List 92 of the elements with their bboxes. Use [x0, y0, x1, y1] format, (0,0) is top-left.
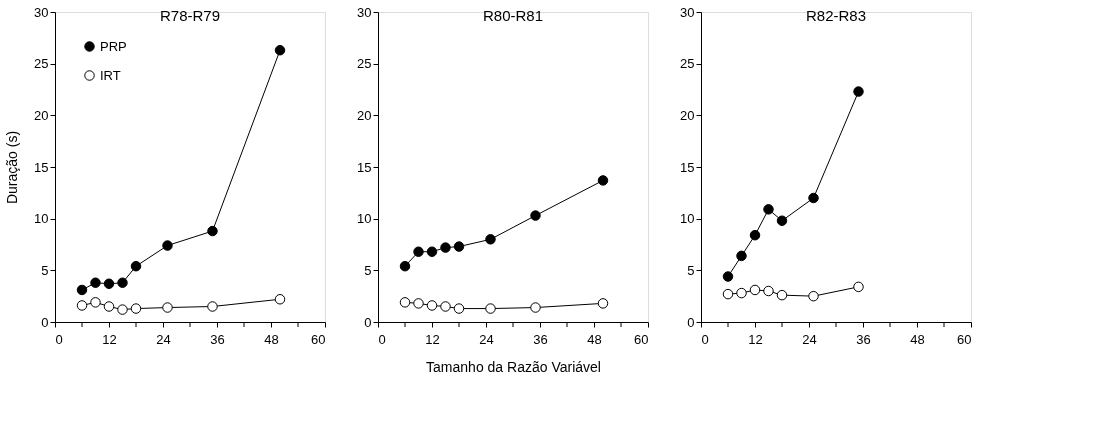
point — [274, 294, 286, 305]
point — [162, 302, 173, 313]
point — [736, 250, 747, 262]
point — [103, 278, 115, 289]
x-tick-label: 48 — [910, 331, 925, 347]
point — [90, 297, 101, 308]
point — [76, 300, 88, 311]
y-tick-label: 20 — [680, 107, 695, 123]
y-tick-label: 5 — [41, 262, 49, 278]
point — [117, 277, 128, 288]
x-tick-label: 0 — [378, 331, 386, 347]
x-tick-label: 0 — [701, 331, 709, 347]
point — [722, 288, 734, 300]
y-tick-label: 10 — [680, 211, 695, 227]
y-tick-label: 0 — [687, 314, 695, 330]
point — [722, 271, 734, 282]
y-axis-title: Duração (s) — [4, 130, 21, 205]
point — [207, 225, 218, 237]
point — [530, 302, 541, 313]
point — [453, 303, 465, 314]
point — [776, 289, 788, 301]
x-tick-label: 48 — [587, 331, 602, 347]
y-tick-label: 20 — [34, 107, 49, 123]
point — [207, 301, 218, 312]
point — [485, 234, 496, 245]
y-tick-label: 0 — [364, 314, 372, 330]
legend-label: PRP — [100, 38, 127, 54]
y-tick-label: 10 — [34, 211, 49, 227]
point — [440, 301, 451, 312]
point — [440, 242, 451, 253]
point — [117, 304, 128, 315]
x-tick-label: 60 — [634, 331, 649, 347]
point — [413, 246, 424, 257]
y-tick-label: 25 — [357, 56, 372, 72]
x-tick-label: 60 — [311, 331, 326, 347]
point — [776, 215, 788, 226]
point — [399, 260, 411, 272]
point — [808, 290, 819, 302]
y-tick-label: 30 — [680, 4, 695, 20]
y-tick-label: 25 — [680, 56, 695, 72]
x-axis-title: Tamanho da Razão Variável — [426, 358, 601, 375]
point — [162, 240, 173, 251]
point — [749, 229, 761, 241]
point — [853, 281, 864, 293]
point — [426, 246, 438, 257]
x-tick-label: 36 — [210, 331, 225, 347]
point — [399, 297, 411, 308]
point — [597, 175, 609, 186]
point — [103, 301, 115, 312]
point — [808, 192, 819, 204]
y-tick-label: 10 — [357, 211, 372, 227]
point — [274, 45, 286, 56]
y-tick-label: 30 — [34, 4, 49, 20]
x-tick-label: 24 — [156, 331, 171, 347]
y-tick-label: 5 — [687, 262, 695, 278]
y-tick-label: 25 — [34, 56, 49, 72]
chart-title: R82-R83 — [805, 7, 867, 24]
y-tick-label: 15 — [34, 159, 49, 175]
chart-title: R80-R81 — [482, 7, 544, 24]
point — [485, 303, 496, 314]
point — [76, 284, 88, 296]
x-tick-label: 36 — [533, 331, 548, 347]
x-tick-label: 0 — [55, 331, 63, 347]
point — [426, 300, 438, 311]
chart-title: R78-R79 — [159, 7, 221, 24]
y-tick-label: 20 — [357, 107, 372, 123]
point — [130, 260, 142, 272]
point — [736, 287, 747, 299]
point — [530, 210, 541, 221]
x-tick-label: 24 — [479, 331, 494, 347]
x-tick-label: 60 — [957, 331, 972, 347]
point — [597, 298, 609, 309]
x-tick-label: 12 — [425, 331, 440, 347]
point — [763, 204, 774, 215]
point — [749, 284, 761, 296]
x-tick-label: 36 — [856, 331, 871, 347]
x-tick-label: 24 — [802, 331, 817, 347]
y-tick-label: 15 — [357, 159, 372, 175]
x-tick-label: 12 — [102, 331, 117, 347]
point — [90, 277, 101, 288]
point — [130, 303, 142, 314]
y-tick-label: 30 — [357, 4, 372, 20]
point — [413, 298, 424, 309]
point — [453, 241, 465, 252]
y-tick-label: 5 — [364, 262, 372, 278]
point — [853, 86, 864, 97]
y-tick-label: 15 — [680, 159, 695, 175]
point — [763, 285, 774, 297]
x-tick-label: 12 — [748, 331, 763, 347]
y-tick-label: 0 — [41, 314, 49, 330]
legend-label: IRT — [100, 67, 121, 83]
x-tick-label: 48 — [264, 331, 279, 347]
